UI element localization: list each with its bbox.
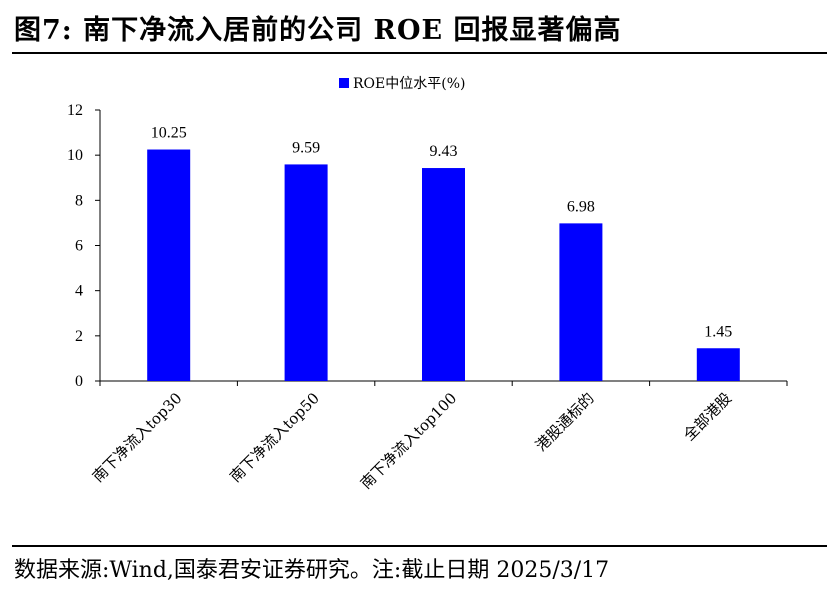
y-tick-label: 12 bbox=[67, 102, 83, 119]
source-divider bbox=[12, 545, 827, 547]
bar bbox=[422, 168, 465, 381]
category-label: 南下净流入top30 bbox=[89, 389, 186, 486]
y-tick-label: 0 bbox=[75, 373, 83, 390]
bar bbox=[559, 223, 603, 381]
bar bbox=[284, 164, 328, 381]
y-tick-label: 8 bbox=[75, 192, 83, 209]
title-divider bbox=[12, 52, 827, 54]
category-label: 南下净流入top50 bbox=[226, 389, 323, 486]
y-axis-ticks: 0 2 4 6 8 10 12 bbox=[67, 102, 100, 390]
category-label: 全部港股 bbox=[680, 389, 735, 444]
category-labels: 南下净流入top30 南下净流入top50 南下净流入top100 港股通标的 全部港股 bbox=[89, 389, 735, 492]
y-tick-label: 2 bbox=[75, 328, 83, 345]
bar bbox=[147, 149, 191, 381]
bar bbox=[696, 348, 740, 381]
page-title: 图7: 南下净流入居前的公司 ROE 回报显著偏高 bbox=[14, 15, 622, 46]
legend-swatch bbox=[339, 78, 349, 88]
x-axis-ticks bbox=[99, 381, 788, 386]
legend-label: ROE中位水平(%) bbox=[353, 76, 465, 92]
data-label: 1.45 bbox=[704, 323, 732, 340]
y-tick-label: 10 bbox=[67, 147, 83, 164]
category-label: 港股通标的 bbox=[532, 389, 598, 455]
y-tick-label: 6 bbox=[75, 238, 83, 255]
category-label: 南下净流入top100 bbox=[357, 389, 460, 492]
data-labels: 10.25 9.59 9.43 6.98 1.45 bbox=[151, 125, 733, 341]
source-note: 数据来源:Wind,国泰君安证券研究。注:截止日期 2025/3/17 bbox=[14, 558, 610, 583]
data-label: 6.98 bbox=[567, 198, 595, 215]
bars bbox=[147, 149, 740, 381]
y-tick-label: 4 bbox=[75, 283, 83, 300]
data-label: 10.25 bbox=[151, 125, 187, 142]
data-label: 9.43 bbox=[430, 143, 458, 160]
data-label: 9.59 bbox=[292, 139, 320, 156]
legend: ROE中位水平(%) bbox=[339, 76, 465, 92]
